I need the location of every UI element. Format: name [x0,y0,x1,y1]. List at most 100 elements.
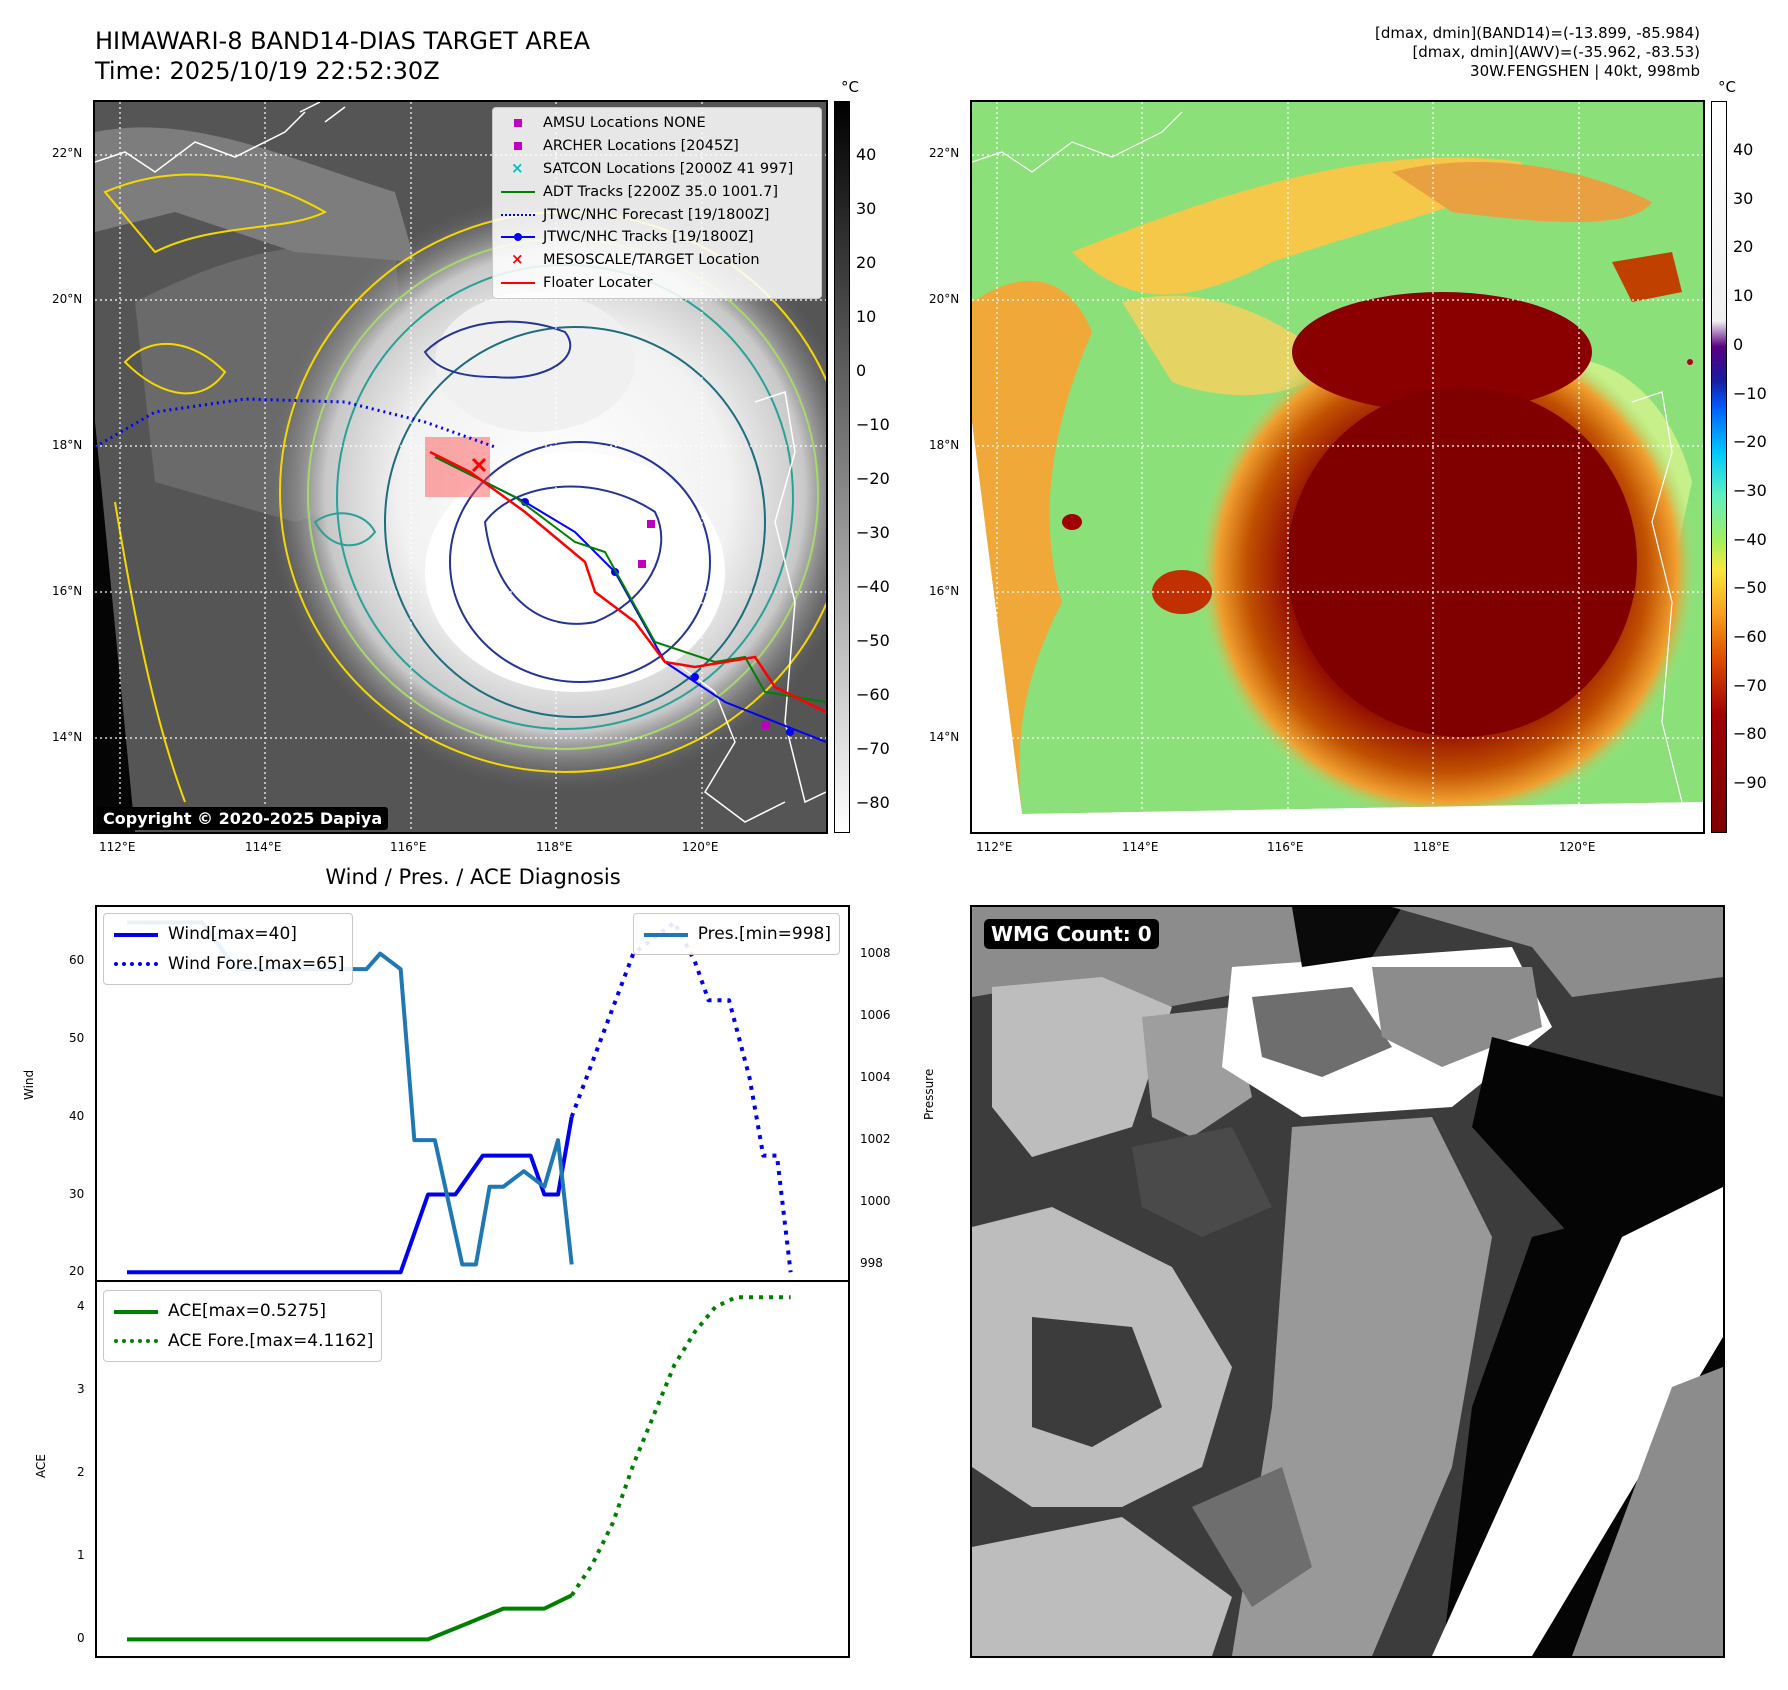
wind-axis-label: Wind [22,1069,36,1100]
lat-label: 20°N [52,292,83,306]
legend-wind-forecast: Wind Fore.[max=65] [112,949,344,979]
series-line-ace [127,1593,573,1642]
line-marker-icon [499,276,537,290]
pressure-tick-label: 1008 [860,945,891,960]
legend-pressure: Pres.[min=998] [642,919,831,949]
ace-axis-label: ACE [34,1454,48,1478]
wind-tick-label: 60 [69,953,85,968]
legend-label: Floater Locater [543,274,653,291]
line-dot-icon [499,230,537,244]
legend-label: Wind[max=40] [168,924,297,944]
colorbar-tick: −70 [1733,676,1767,695]
legend-label: AMSU Locations NONE [543,115,706,132]
legend-jtwc-forecast: JTWC/NHC Forecast [19/1800Z] [499,203,815,226]
legend-label: ADT Tracks [2200Z 35.0 1001.7] [543,183,779,200]
line-marker-icon [642,927,692,941]
colorbar-tick: −80 [1733,724,1767,743]
colorbar-tick: −90 [1733,773,1767,792]
legend-ace-forecast: ACE Fore.[max=4.1162] [112,1326,373,1356]
legend-label: JTWC/NHC Tracks [19/1800Z] [543,229,754,246]
figure-time: Time: 2025/10/19 22:52:30Z [95,57,440,85]
colorbar-tick: 20 [1733,237,1754,256]
colorbar-tick: 10 [1733,286,1754,305]
ace-tick-label: 3 [77,1382,85,1397]
ace-chart-panel: ACE[max=0.5275] ACE Fore.[max=4.1162] [95,1280,850,1658]
pressure-legend: Pres.[min=998] [632,913,840,955]
lon-label: 114°E [245,840,282,854]
legend-wind: Wind[max=40] [112,919,344,949]
wind-pressure-chart-panel: Wind[max=40] Wind Fore.[max=65] Pres.[mi… [95,905,850,1282]
ace-tick-label: 0 [77,1631,85,1646]
lat-label: 14°N [929,730,960,744]
legend-jtwc-tracks: JTWC/NHC Tracks [19/1800Z] [499,226,815,249]
legend-label: MESOSCALE/TARGET Location [543,252,760,269]
legend-floater: Floater Locater [499,272,815,295]
diagnosis-chart-title: Wind / Pres. / ACE Diagnosis [325,865,621,889]
colorbar-tick: −10 [1733,384,1767,403]
lat-label: 22°N [929,146,960,160]
legend-label: ARCHER Locations [2045Z] [543,138,739,155]
legend-label: ACE Fore.[max=4.1162] [168,1331,374,1351]
colorbar-tick: 0 [856,361,867,380]
lat-label: 16°N [929,584,960,598]
line-marker-icon [112,1304,162,1318]
legend-label: SATCON Locations [2000Z 41 997] [543,160,794,177]
colorbar-tick: 20 [856,253,877,272]
lat-label: 20°N [929,292,960,306]
ace-tick-label: 2 [77,1465,85,1480]
ace-legend: ACE[max=0.5275] ACE Fore.[max=4.1162] [103,1290,383,1362]
color-enhanced-map [972,102,1703,832]
pressure-tick-label: 1004 [860,1069,891,1084]
ace-tick-label: 4 [77,1298,85,1313]
lon-label: 118°E [1413,840,1450,854]
colorbar-unit: °C [1718,78,1736,96]
square-marker-icon [499,139,537,153]
enhancement-colorbar [1711,101,1727,833]
colorbar-tick: 10 [856,307,877,326]
colorbar-tick: −30 [1733,481,1767,500]
map-legend: AMSU Locations NONE ARCHER Locations [20… [492,107,822,300]
colorbar-tick: 40 [856,145,877,164]
color-enhanced-map-panel [970,100,1705,834]
colorbar-tick: −50 [1733,578,1767,597]
storm-summary: 30W.FENGSHEN | 40kt, 998mb [1470,62,1700,80]
lon-label: 116°E [390,840,427,854]
lon-label: 118°E [536,840,573,854]
pressure-tick-label: 1006 [860,1007,891,1022]
dotted-line-icon [112,957,162,971]
wmg-count-badge: WMG Count: 0 [984,919,1159,949]
series-line-wind-forecast [569,920,793,1273]
lon-label: 120°E [682,840,719,854]
colorbar-tick: −20 [856,469,890,488]
series-line-ace-forecast [570,1295,791,1597]
series-line-wind [127,1116,574,1275]
legend-label: Wind Fore.[max=65] [168,954,345,974]
colorbar-unit: °C [841,78,859,96]
wind-tick-label: 20 [69,1264,85,1279]
wmg-panel: WMG Count: 0 [970,905,1725,1658]
line-marker-icon [499,185,537,199]
figure-title: HIMAWARI-8 BAND14-DIAS TARGET AREA [95,27,591,55]
legend-satcon: × SATCON Locations [2000Z 41 997] [499,158,815,181]
colorbar-tick: −60 [856,685,890,704]
legend-target: × MESOSCALE/TARGET Location [499,249,815,272]
wind-legend: Wind[max=40] Wind Fore.[max=65] [103,913,354,985]
wmg-image [972,907,1723,1656]
band14-stats: [dmax, dmin](BAND14)=(-13.899, -85.984) [1375,24,1700,42]
dotted-line-icon [112,1334,162,1348]
legend-adt: ADT Tracks [2200Z 35.0 1001.7] [499,180,815,203]
awv-stats: [dmax, dmin](AWV)=(-35.962, -83.53) [1412,43,1700,61]
lon-label: 120°E [1559,840,1596,854]
copyright-badge: Copyright © 2020-2025 Dapiya [97,807,389,830]
colorbar-tick: −10 [856,415,890,434]
line-marker-icon [112,927,162,941]
legend-amsu: AMSU Locations NONE [499,112,815,135]
wind-tick-label: 30 [69,1186,85,1201]
band14-map-panel: Copyright © 2020-2025 Dapiya AMSU Locati… [93,100,828,834]
colorbar-tick: −20 [1733,432,1767,451]
colorbar-tick: −50 [856,631,890,650]
colorbar-tick: −80 [856,793,890,812]
lon-label: 112°E [976,840,1013,854]
colorbar-tick: −40 [1733,530,1767,549]
dotted-line-icon [499,208,537,222]
